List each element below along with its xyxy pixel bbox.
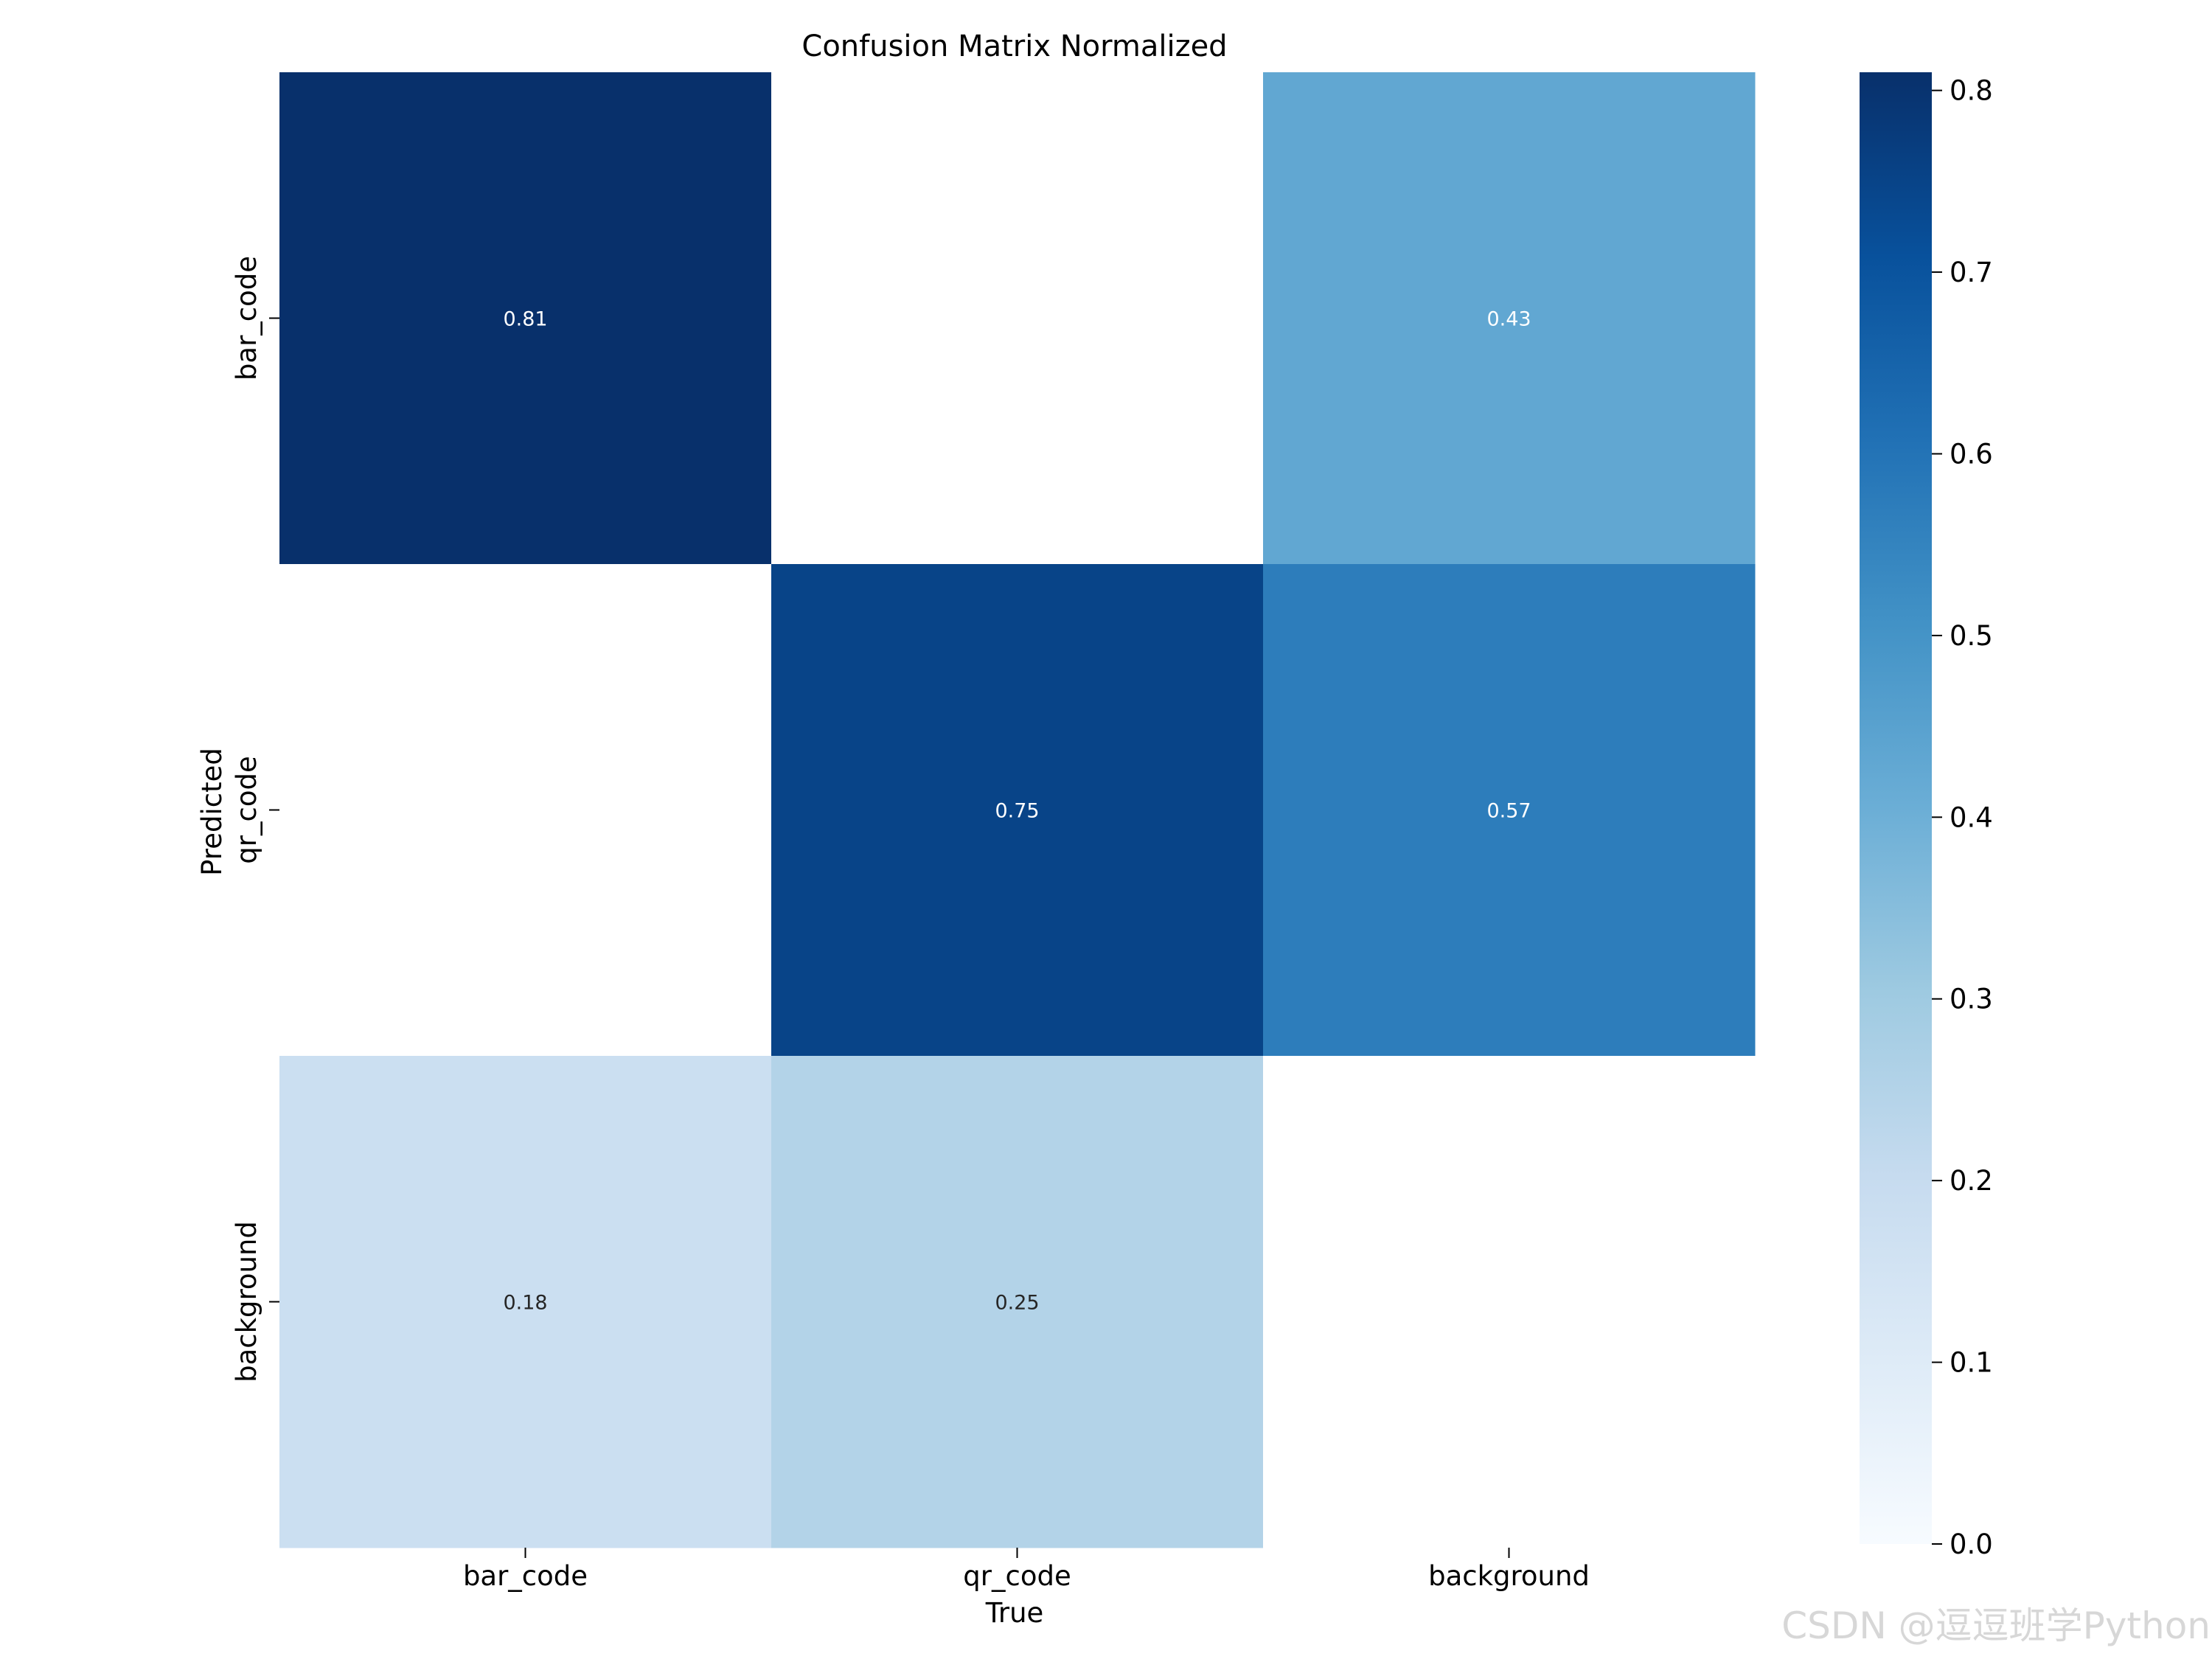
heatmap-cell [1263, 72, 1756, 565]
cell-value-label: 0.75 [995, 800, 1039, 823]
y-axis-label: Predicted [196, 748, 228, 876]
y-tick-label: background [231, 1221, 262, 1382]
x-tick-label: bar_code [463, 1560, 588, 1592]
colorbar-tick-label: 0.0 [1950, 1528, 1993, 1560]
x-tick-label: qr_code [963, 1560, 1071, 1592]
cell-value-label: 0.43 [1486, 308, 1531, 331]
heatmap-cell [771, 72, 1264, 565]
x-axis-ticks: bar_code qr_code background [463, 1548, 1590, 1592]
colorbar-tick-label: 0.5 [1950, 620, 1993, 652]
colorbar-tick-label: 0.1 [1950, 1347, 1993, 1379]
heatmap-cell [771, 1056, 1264, 1548]
colorbar [1860, 72, 1932, 1544]
heatmap-cells [279, 72, 1756, 1548]
heatmap-cell [1263, 564, 1756, 1057]
y-axis-ticks: bar_code qr_code background [231, 256, 279, 1382]
colorbar-tick-label: 0.7 [1950, 257, 1993, 288]
chart-title: Confusion Matrix Normalized [801, 29, 1227, 63]
y-tick-label: qr_code [231, 756, 262, 863]
colorbar-tick-label: 0.6 [1950, 438, 1993, 470]
colorbar-tick-label: 0.2 [1950, 1165, 1993, 1197]
cell-value-label: 0.57 [1486, 800, 1531, 823]
x-tick-label: background [1428, 1560, 1590, 1592]
heatmap-cell [1263, 1056, 1756, 1548]
heatmap-cell [279, 72, 772, 565]
cell-value-label: 0.81 [503, 308, 547, 331]
watermark: CSDN @逗逗班学Python [1781, 1604, 2211, 1647]
heatmap-cell [771, 564, 1264, 1057]
heatmap-cell [279, 1056, 772, 1548]
heatmap-cell [279, 564, 772, 1057]
heatmap-value-labels: 0.81 0.43 0.75 0.57 0.18 0.25 [503, 308, 1531, 1315]
colorbar-tick-label: 0.4 [1950, 801, 1993, 833]
cell-value-label: 0.18 [503, 1292, 547, 1315]
colorbar-ticks: 0.0 0.1 0.2 0.3 0.4 0.5 0.6 0.7 0.8 [1932, 75, 1993, 1560]
cell-value-label: 0.25 [995, 1292, 1039, 1315]
colorbar-tick-label: 0.3 [1950, 984, 1993, 1015]
y-tick-label: bar_code [231, 256, 262, 380]
x-axis-label: True [985, 1597, 1044, 1629]
colorbar-tick-label: 0.8 [1950, 75, 1993, 107]
